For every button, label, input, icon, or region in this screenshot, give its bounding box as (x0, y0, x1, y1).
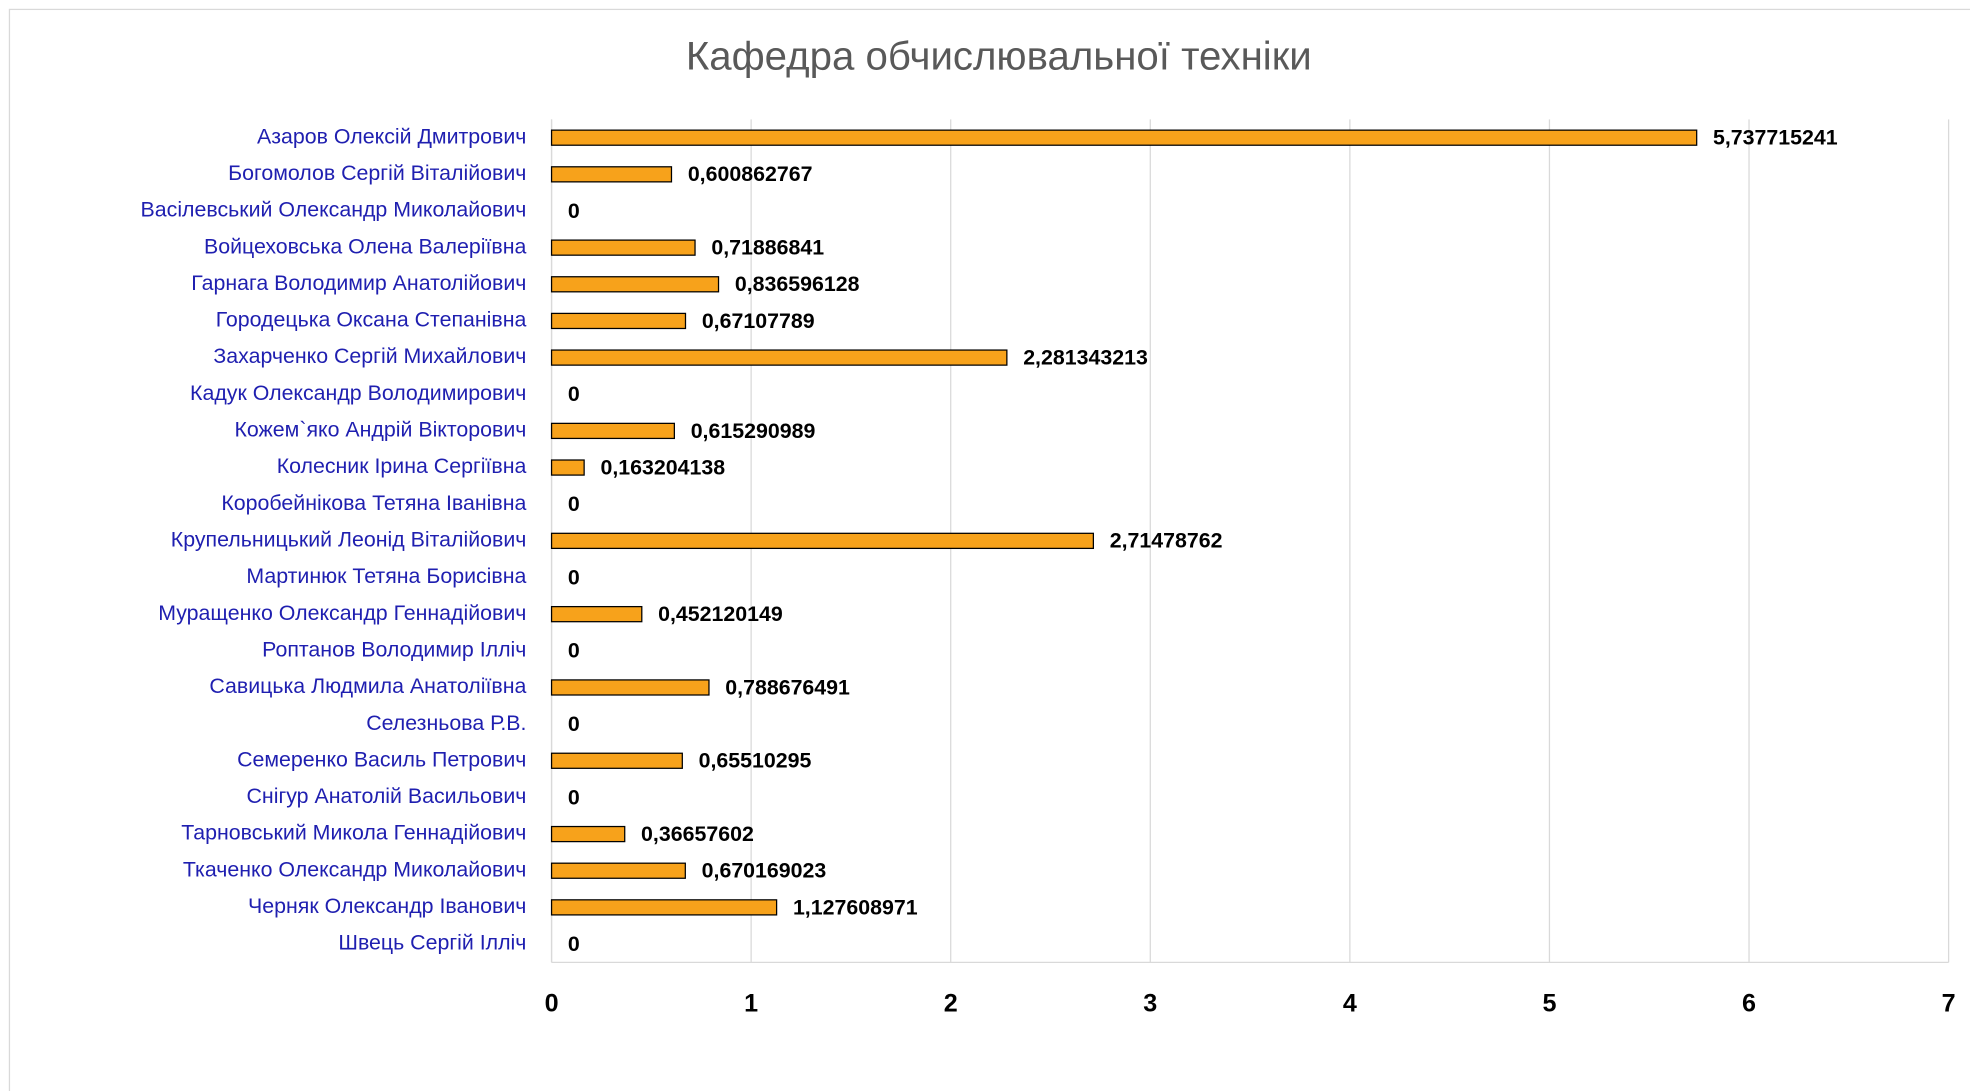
category-label: Мартинюк Тетяна Борисівна (246, 564, 526, 588)
data-label: 0 (568, 639, 580, 663)
bar (550, 166, 673, 183)
x-tick-label: 0 (545, 990, 559, 1018)
bar (550, 129, 1698, 146)
category-label: Гарнага Володимир Анатолійович (191, 271, 526, 295)
data-label: 0 (568, 492, 580, 516)
chart-border (8, 8, 1970, 1091)
x-tick-label: 7 (1942, 990, 1956, 1018)
x-tick-label: 4 (1343, 990, 1357, 1018)
category-label: Савицька Людмила Анатоліївна (209, 674, 526, 698)
bar (550, 349, 1008, 366)
data-label: 0,670169023 (702, 859, 827, 883)
category-label: Снігур Анатолій Васильович (247, 784, 527, 808)
bar (550, 239, 696, 256)
data-label: 0,36657602 (641, 822, 754, 846)
category-label: Муращенко Олександр Геннадійович (158, 601, 526, 625)
category-label: Азаров Олексій Дмитрович (257, 124, 526, 148)
data-label: 0 (568, 932, 580, 956)
bar (550, 899, 778, 916)
category-label: Колесник Ірина Сергіївна (277, 454, 527, 478)
data-label: 0,788676491 (725, 675, 850, 699)
data-label: 0 (568, 785, 580, 809)
category-label: Черняк Олександр Іванович (248, 894, 526, 918)
data-label: 0 (568, 712, 580, 736)
category-label: Ткаченко Олександр Миколайович (183, 857, 527, 881)
category-label: Захарченко Сергій Михайлович (213, 344, 526, 368)
data-label: 0,163204138 (600, 455, 725, 479)
category-label: Швець Сергій Ілліч (338, 931, 526, 955)
chart-title: Кафедра обчислювальної техніки (686, 34, 1312, 79)
category-label: Роптанов Володимир Ілліч (262, 637, 526, 661)
bar (550, 825, 626, 843)
data-label: 5,737715241 (1713, 126, 1838, 150)
category-label: Городецька Оксана Степанівна (216, 308, 527, 332)
bar (550, 276, 720, 293)
category-label: Богомолов Сергій Віталійович (228, 161, 526, 185)
data-label: 0,600862767 (688, 162, 813, 186)
x-tick-label: 1 (744, 990, 758, 1018)
bar (550, 605, 643, 623)
data-label: 0 (568, 199, 580, 223)
x-tick-label: 6 (1742, 990, 1756, 1018)
bar (550, 459, 585, 476)
category-label: Селезньова Р.В. (366, 711, 526, 735)
x-tick-label: 5 (1542, 990, 1556, 1018)
category-label: Васілевський Олександр Миколайович (141, 198, 527, 222)
category-label: Кожем`яко Андрій Вікторович (234, 418, 526, 442)
data-label: 2,71478762 (1110, 529, 1223, 553)
category-label: Коробейнікова Тетяна Іванівна (221, 491, 526, 515)
data-label: 0 (568, 382, 580, 406)
data-label: 0,71886841 (711, 236, 824, 260)
bar (550, 679, 710, 696)
data-label: 1,127608971 (793, 895, 918, 919)
data-label: 0,836596128 (735, 272, 860, 296)
category-label: Крупельницький Леонід Віталійович (171, 527, 527, 551)
data-label: 0,615290989 (691, 419, 816, 443)
category-label: Войцеховська Олена Валеріївна (204, 234, 527, 258)
data-label: 0,452120149 (658, 602, 783, 626)
data-label: 0,67107789 (702, 309, 815, 333)
category-label: Тарновський Микола Геннадійович (181, 821, 526, 845)
x-tick-label: 3 (1143, 990, 1157, 1018)
category-label: Кадук Олександр Володимирович (190, 381, 526, 405)
category-label: Семеренко Василь Петрович (237, 747, 526, 771)
data-label: 2,281343213 (1023, 345, 1148, 369)
bar (550, 532, 1095, 550)
bar (550, 752, 683, 769)
x-tick-label: 2 (944, 990, 958, 1018)
data-label: 0,65510295 (699, 749, 812, 773)
data-label: 0 (568, 565, 580, 589)
bar (550, 312, 687, 330)
bar (550, 422, 675, 440)
bar (550, 862, 686, 879)
